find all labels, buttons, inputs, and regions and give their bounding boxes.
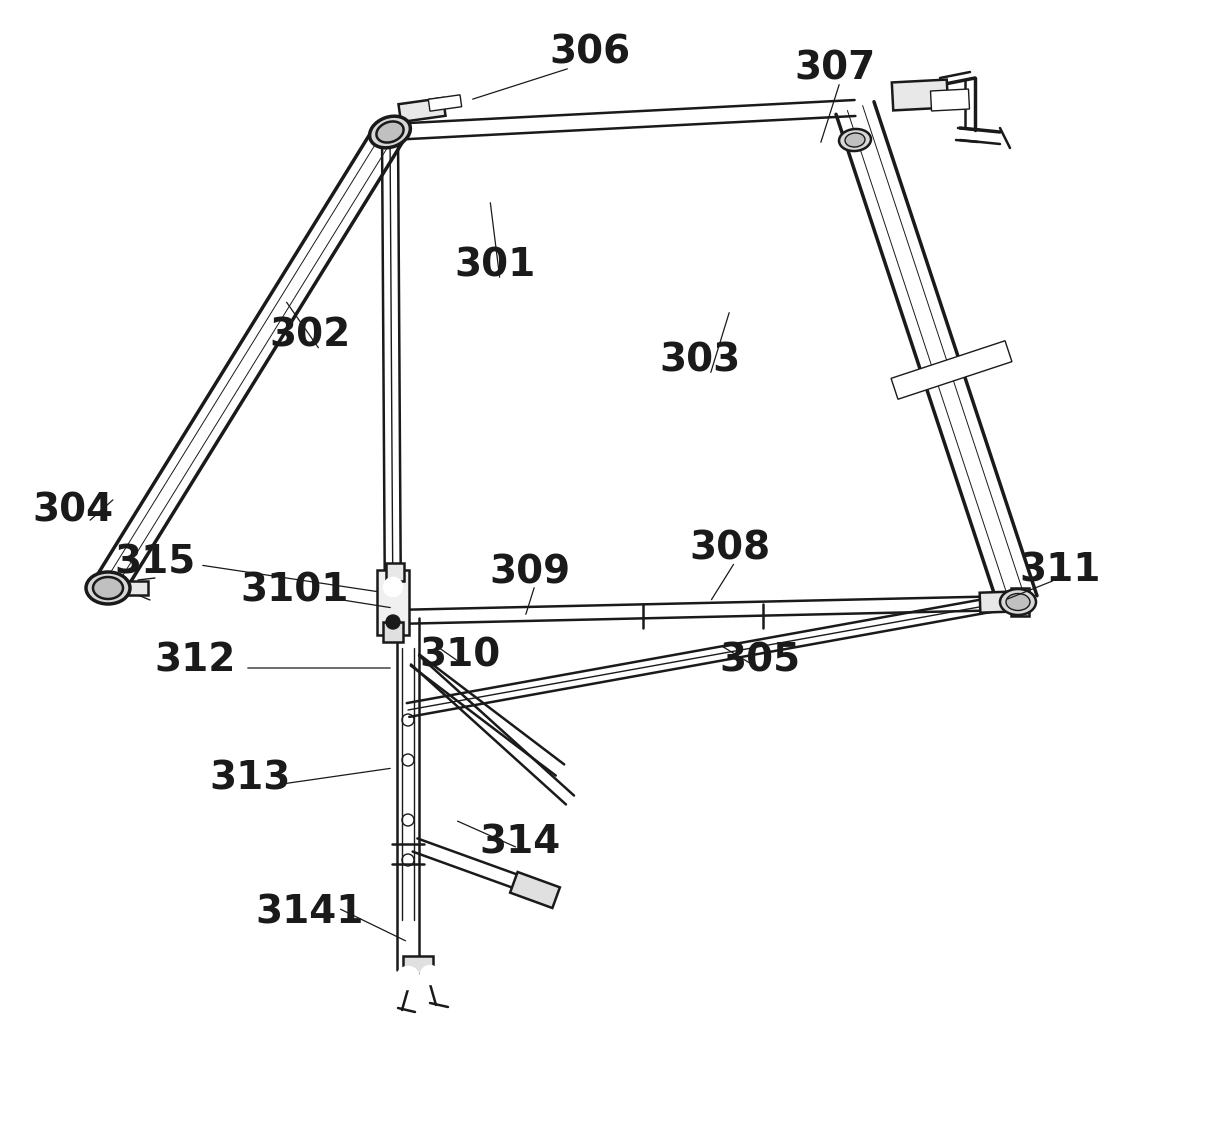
Polygon shape bbox=[428, 94, 462, 112]
Ellipse shape bbox=[1006, 594, 1030, 610]
Polygon shape bbox=[930, 89, 970, 112]
Polygon shape bbox=[510, 872, 560, 908]
Text: 313: 313 bbox=[210, 759, 290, 797]
Polygon shape bbox=[123, 582, 147, 595]
Text: 308: 308 bbox=[689, 529, 770, 567]
Ellipse shape bbox=[86, 572, 130, 604]
Polygon shape bbox=[402, 956, 433, 974]
Polygon shape bbox=[980, 592, 1021, 612]
Ellipse shape bbox=[1000, 589, 1036, 615]
Ellipse shape bbox=[93, 577, 123, 599]
Polygon shape bbox=[1011, 588, 1029, 616]
Text: 303: 303 bbox=[659, 341, 741, 379]
Ellipse shape bbox=[845, 133, 865, 147]
Text: 301: 301 bbox=[454, 246, 536, 284]
Circle shape bbox=[421, 966, 439, 984]
Text: 302: 302 bbox=[270, 316, 351, 354]
Text: 3101: 3101 bbox=[241, 571, 349, 609]
Text: 312: 312 bbox=[154, 641, 236, 679]
Polygon shape bbox=[399, 98, 446, 122]
Text: 305: 305 bbox=[719, 641, 800, 679]
Polygon shape bbox=[892, 80, 948, 110]
Text: 306: 306 bbox=[549, 33, 630, 71]
Text: 304: 304 bbox=[33, 490, 113, 529]
Ellipse shape bbox=[839, 129, 871, 151]
Text: 311: 311 bbox=[1019, 551, 1100, 589]
Text: 310: 310 bbox=[419, 636, 500, 674]
Circle shape bbox=[396, 967, 419, 989]
Polygon shape bbox=[377, 569, 408, 635]
Circle shape bbox=[384, 578, 402, 596]
Text: 307: 307 bbox=[794, 49, 876, 86]
Text: 315: 315 bbox=[114, 543, 195, 582]
Text: 309: 309 bbox=[489, 553, 570, 591]
Text: 314: 314 bbox=[480, 823, 560, 861]
Text: 3141: 3141 bbox=[255, 893, 364, 931]
Polygon shape bbox=[890, 340, 1012, 399]
Ellipse shape bbox=[376, 122, 404, 142]
Circle shape bbox=[386, 615, 400, 629]
Polygon shape bbox=[383, 622, 402, 642]
Polygon shape bbox=[386, 563, 404, 582]
Ellipse shape bbox=[370, 116, 411, 148]
